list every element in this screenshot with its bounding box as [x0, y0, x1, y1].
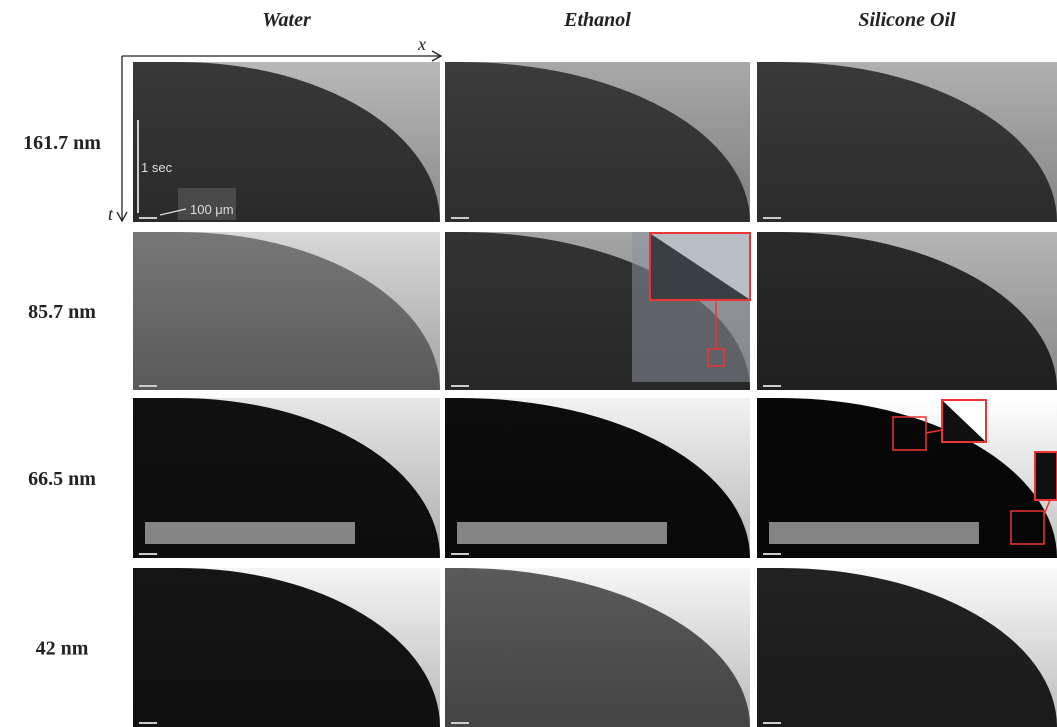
row-label: 42 nm — [36, 638, 89, 660]
shading — [757, 568, 1057, 727]
kymograph-panel — [757, 232, 1057, 390]
row-label: 66.5 nm — [28, 468, 96, 490]
channel-image — [769, 522, 979, 544]
kymograph-panel — [757, 568, 1057, 727]
shading — [133, 232, 440, 390]
channel-image — [457, 522, 667, 544]
x-label: x — [417, 34, 426, 54]
channel-image — [145, 522, 355, 544]
kymograph-panel — [757, 62, 1057, 222]
column-header: Water — [262, 9, 311, 31]
shading — [757, 232, 1057, 390]
t-label: t — [108, 204, 114, 224]
kymograph-panel — [445, 62, 750, 222]
length-scale-label: 100 μm — [190, 202, 234, 217]
row-label: 161.7 nm — [23, 132, 101, 154]
column-header: Ethanol — [563, 9, 631, 31]
zoom-inset — [1035, 452, 1057, 500]
shading — [445, 568, 750, 727]
kymograph-panel — [757, 398, 1057, 558]
shading — [757, 62, 1057, 222]
kymograph-panel — [445, 568, 750, 727]
kymograph-panel — [133, 232, 440, 390]
kymograph-panel — [445, 398, 750, 558]
column-header: Silicone Oil — [858, 9, 956, 31]
panels — [133, 62, 1057, 727]
kymograph-panel — [133, 568, 440, 727]
shading — [445, 62, 750, 222]
shading — [133, 568, 440, 727]
row-label: 85.7 nm — [28, 301, 96, 323]
figure: x t 1 sec 100 μm Water Ethanol Silicone Oi… — [0, 0, 1057, 727]
kymograph-panel — [133, 398, 440, 558]
time-scale-label: 1 sec — [141, 160, 173, 175]
